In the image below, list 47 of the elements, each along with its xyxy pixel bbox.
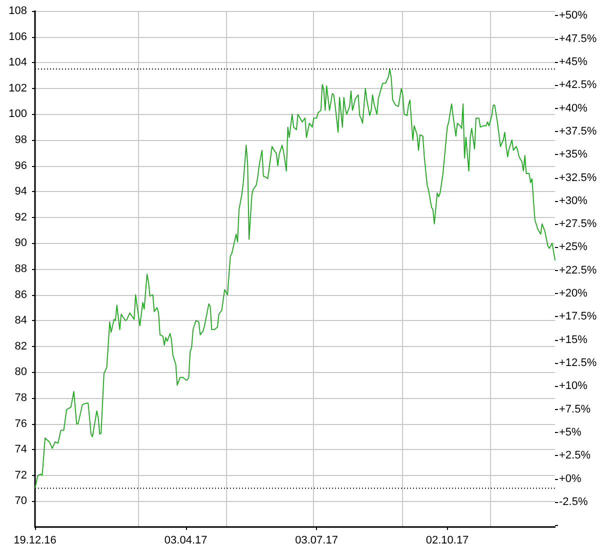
y2-tick-label: +32.5%: [559, 172, 597, 184]
y-tick-label: 86: [14, 288, 27, 301]
line-series: [34, 68, 556, 489]
y2-tick-label: +22.5%: [559, 264, 597, 276]
x-tick-label: 19.12.16: [14, 534, 56, 546]
y2-tick-label: +10%: [559, 380, 588, 392]
y-tick-label: 98: [14, 134, 27, 146]
y2-tick-label: +17.5%: [559, 310, 597, 323]
y2-tick-label: +45%: [559, 56, 588, 68]
y2-tick-label: +7.5%: [559, 403, 591, 416]
y-tick-label: 94: [14, 186, 27, 198]
y-tick-label: 74: [14, 444, 27, 456]
y-tick-label: 76: [14, 418, 27, 430]
y-tick-label: 102: [8, 82, 27, 94]
x-tick-label: 03.07.17: [295, 534, 338, 546]
y-tick-label: 88: [14, 263, 27, 275]
y2-tick-label: +30%: [559, 194, 588, 207]
y-tick-label: 82: [14, 340, 27, 352]
y-tick-label: 78: [14, 392, 27, 404]
y2-tick-label: +20%: [559, 288, 588, 300]
y2-tick-label: +37.5%: [559, 125, 597, 138]
y2-tick-label: +27.5%: [559, 218, 597, 230]
y-tick-label: 104: [8, 56, 27, 69]
y-tick-label: 80: [14, 366, 27, 378]
y-tick-label: 92: [14, 211, 27, 224]
x-tick-label: 03.04.17: [164, 534, 208, 546]
y2-tick-label: +50%: [559, 10, 588, 22]
y2-tick-label: +5%: [559, 426, 582, 439]
y2-tick-label: +12.5%: [559, 357, 597, 370]
y-tick-label: 90: [14, 237, 27, 250]
y-tick-label: 96: [14, 160, 27, 172]
y2-tick-label: +42.5%: [559, 79, 597, 92]
y-tick-label: 100: [8, 108, 27, 120]
y2-tick-label: -2.5%: [559, 496, 588, 508]
y2-tick-label: +2.5%: [559, 450, 591, 462]
y-tick-label: 70: [14, 495, 27, 508]
y-tick-label: 108: [8, 5, 27, 17]
x-tick-label: 02.10.17: [426, 534, 469, 546]
y2-tick-label: +40%: [559, 102, 588, 114]
y2-tick-label: +25%: [559, 241, 588, 254]
y-tick-label: 72: [14, 469, 27, 482]
y2-tick-label: +35%: [559, 148, 588, 161]
y2-tick-label: +0%: [559, 472, 582, 485]
y-tick-label: 106: [8, 30, 27, 43]
y2-tick-label: +15%: [559, 334, 588, 346]
y2-tick-label: +47.5%: [559, 32, 597, 45]
y-tick-label: 84: [14, 314, 27, 327]
